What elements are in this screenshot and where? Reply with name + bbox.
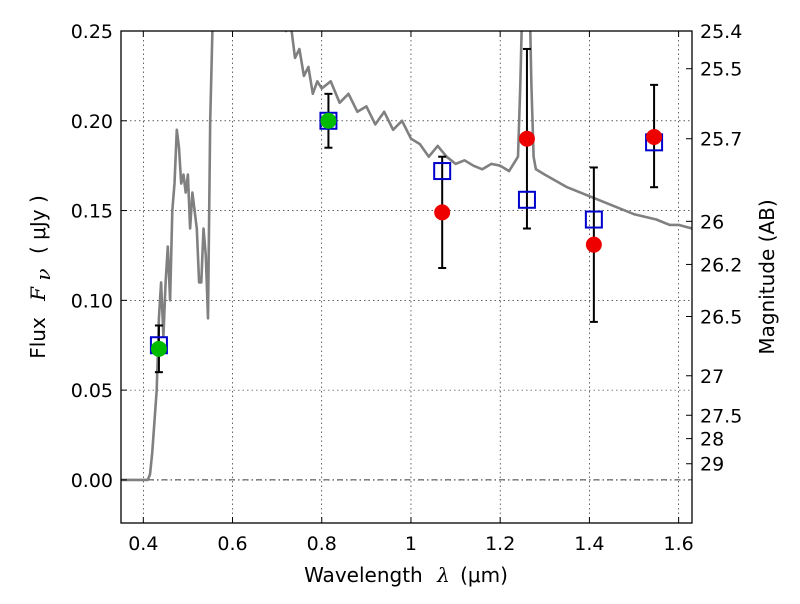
y2-axis-label: Magnitude (AB) — [755, 199, 779, 354]
observed-flux-point — [150, 340, 167, 357]
y-tick-label: 0.00 — [71, 470, 113, 492]
plot-frame — [120, 30, 693, 524]
x-tick-label: 1.6 — [664, 533, 694, 555]
y-axis-ticks: 0.00 0.05 0.10 0.15 0.20 0.25 — [71, 21, 127, 492]
observed-flux-point — [646, 128, 663, 145]
spectrum-model-line — [121, 31, 692, 482]
y-tick-label: 0.20 — [71, 111, 113, 133]
y-tick-label: 0.10 — [71, 290, 113, 312]
y2-tick-label: 25.5 — [700, 59, 742, 81]
x-tick-label: 0.8 — [307, 533, 337, 555]
y2-tick-label: 29 — [700, 454, 724, 476]
y2-tick-label: 26.2 — [700, 254, 742, 276]
x-tick-label: 0.6 — [217, 533, 247, 555]
y2-tick-label: 25.7 — [700, 129, 742, 151]
observed-flux-point — [320, 112, 337, 129]
y2-tick-label: 26.5 — [700, 307, 742, 329]
x-axis-label-prefix: Wavelength — [304, 563, 423, 587]
observed-flux-point — [518, 130, 535, 147]
y2-tick-label: 26 — [700, 211, 724, 233]
x-axis-label-symbol: λ — [436, 563, 450, 587]
y2-axis-ticks: 25.4 25.5 25.7 26 26.2 26.5 27 27.528 29 — [686, 21, 742, 476]
model-flux-square-point — [584, 210, 603, 229]
observed-flux-point — [434, 204, 451, 221]
y-axis-label-unit: ( μJy ) — [26, 195, 50, 254]
y-axis-label: Flux F ν ( μJy ) — [26, 195, 55, 359]
y2-tick-label: 28 — [700, 429, 724, 451]
y-tick-label: 0.25 — [71, 21, 113, 43]
x-axis-label: Wavelength λ (μm) — [304, 563, 508, 587]
x-tick-label: 1.2 — [485, 533, 515, 555]
model-flux-square-point — [517, 190, 536, 209]
observed-flux-point — [585, 236, 602, 253]
x-axis-ticks: 0.4 0.6 0.8 1 1.2 1.4 1.6 — [128, 31, 694, 555]
x-axis-label-unit: (μm) — [460, 563, 508, 587]
y2-tick-label: 27.5 — [700, 405, 742, 427]
y2-tick-label: 27 — [700, 366, 724, 388]
x-tick-label: 1.4 — [574, 533, 604, 555]
x-tick-label: 1 — [405, 533, 417, 555]
model-flux-square-point — [433, 162, 452, 181]
y2-tick-label: 25.4 — [700, 21, 742, 43]
y-axis-label-symbol: F — [26, 286, 50, 302]
y-axis-label-subscript: ν — [31, 268, 55, 280]
y-tick-label: 0.05 — [71, 380, 113, 402]
plot-series — [121, 31, 692, 482]
y-tick-label: 0.15 — [71, 201, 113, 223]
y-axis-label-prefix: Flux — [26, 317, 50, 359]
x-tick-label: 0.4 — [128, 533, 158, 555]
